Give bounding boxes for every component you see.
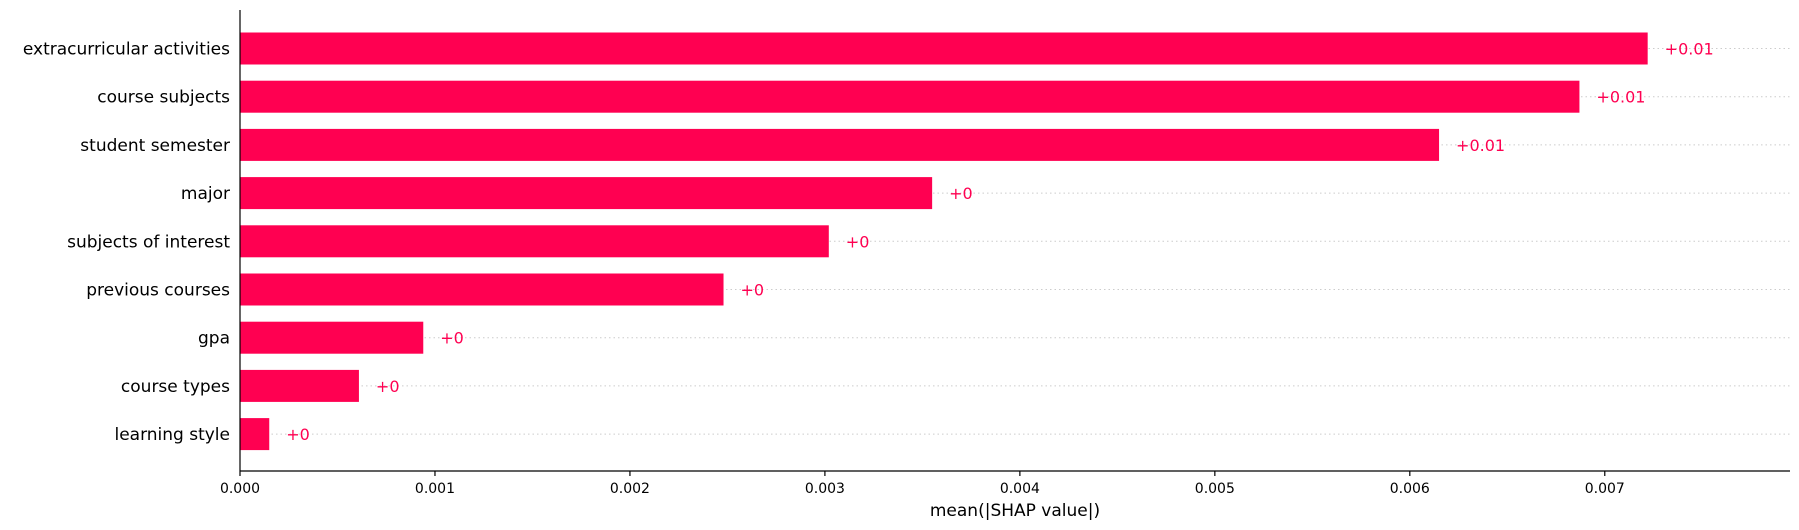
value-label: +0.01 bbox=[1665, 40, 1714, 59]
category-label: subjects of interest bbox=[67, 232, 230, 252]
bars bbox=[240, 32, 1648, 451]
x-tick-label: 0.003 bbox=[805, 481, 845, 497]
bar bbox=[240, 369, 359, 402]
category-label: previous courses bbox=[86, 281, 230, 301]
bar bbox=[240, 177, 933, 210]
x-tick-label: 0.004 bbox=[1000, 481, 1040, 497]
value-label: +0 bbox=[846, 232, 870, 251]
category-label: student semester bbox=[80, 136, 230, 156]
bar bbox=[240, 321, 424, 354]
value-labels: +0.01 +0.01 +0.01 +0 +0 +0 +0 +0 +0 bbox=[286, 40, 1713, 445]
value-label: +0 bbox=[376, 377, 400, 396]
category-label: learning style bbox=[114, 425, 230, 445]
axes bbox=[239, 10, 1790, 472]
x-tick-label: 0.001 bbox=[415, 481, 455, 497]
value-label: +0 bbox=[949, 184, 973, 203]
category-labels: extracurricular activities course subject… bbox=[23, 40, 230, 446]
category-label: major bbox=[181, 184, 230, 204]
bar bbox=[240, 128, 1440, 161]
value-label: +0.01 bbox=[1456, 136, 1505, 155]
value-label: +0 bbox=[286, 425, 310, 444]
x-axis-title: mean(|SHAP value|) bbox=[930, 501, 1100, 521]
category-label: gpa bbox=[198, 329, 230, 349]
x-tick-label: 0.000 bbox=[220, 481, 260, 497]
x-axis-ticks: 0.000 0.001 0.002 0.003 0.004 0.005 0.006 0.007 bbox=[220, 471, 1625, 497]
bar bbox=[240, 32, 1648, 65]
bar bbox=[240, 418, 270, 451]
bar bbox=[240, 273, 724, 306]
category-label: course types bbox=[121, 377, 230, 397]
x-tick-label: 0.005 bbox=[1195, 481, 1235, 497]
category-label: extracurricular activities bbox=[23, 40, 230, 60]
bar bbox=[240, 80, 1580, 113]
x-tick-label: 0.006 bbox=[1390, 481, 1430, 497]
category-label: course subjects bbox=[97, 88, 230, 108]
bar bbox=[240, 225, 829, 258]
value-label: +0.01 bbox=[1596, 88, 1645, 107]
value-label: +0 bbox=[741, 281, 765, 300]
x-tick-label: 0.002 bbox=[610, 481, 650, 497]
value-label: +0 bbox=[440, 329, 464, 348]
x-tick-label: 0.007 bbox=[1585, 481, 1625, 497]
